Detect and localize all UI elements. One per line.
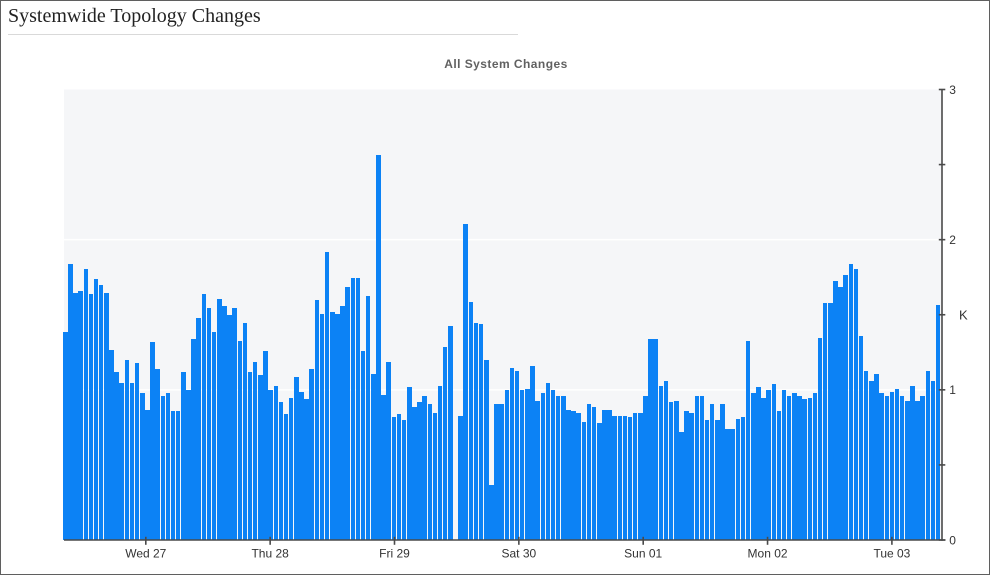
svg-text:Fri 29: Fri 29 [379,547,410,561]
svg-text:Thu 28: Thu 28 [251,547,289,561]
svg-text:Tue 03: Tue 03 [873,547,910,561]
svg-text:Sun 01: Sun 01 [624,547,662,561]
svg-text:1: 1 [949,383,956,397]
svg-text:2: 2 [949,233,956,247]
svg-text:3: 3 [949,83,956,97]
svg-text:Wed 27: Wed 27 [125,547,166,561]
svg-text:Mon 02: Mon 02 [748,547,788,561]
svg-text:K: K [959,308,968,323]
svg-text:Sat 30: Sat 30 [501,547,536,561]
svg-text:0: 0 [949,533,956,547]
